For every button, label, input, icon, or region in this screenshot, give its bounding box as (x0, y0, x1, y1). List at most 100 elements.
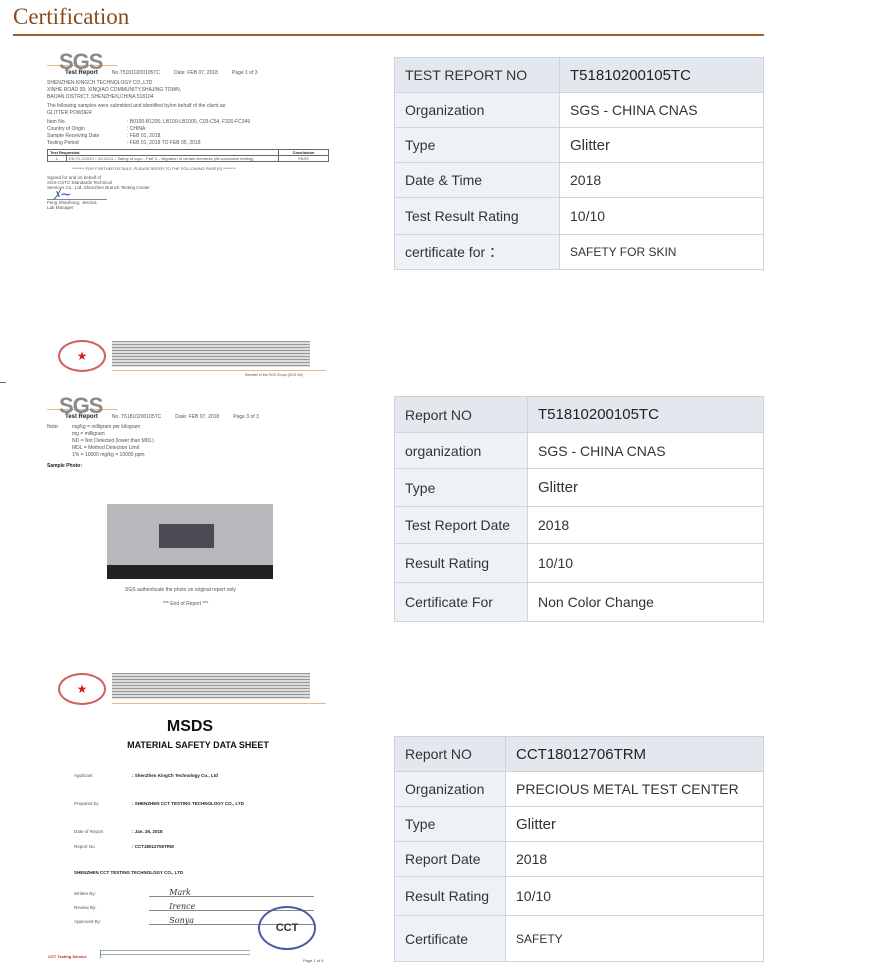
doc-no: No. T51810200105TC (111, 414, 162, 420)
doc-no: No.T51810200105TC (111, 70, 160, 76)
spec-value: 10/10 (559, 197, 764, 235)
red-star-seal-icon: ★ (58, 340, 106, 372)
msds-page-1: Applicant : ShenZhen KingCh Technology Co… (74, 772, 314, 925)
spec-table-2: Report NO T51810200105TC organization SGS … (394, 396, 764, 622)
sig-label: Written By: (74, 891, 96, 896)
spec-table-1: TEST REPORT NO T51810200105TC Organizatio… (394, 57, 764, 270)
doc-page: Page 3 of 3 (233, 414, 259, 420)
spec-key: certificate for ： (394, 234, 560, 270)
spec-key: TEST REPORT NO (394, 57, 560, 93)
field-label: Date of Report (74, 829, 104, 834)
spec-key: Result Rating (394, 543, 528, 583)
signed: Signed for and on behalf of (47, 175, 102, 180)
divider (0, 382, 6, 383)
field-label: Prepared by (74, 801, 99, 806)
td: 1. (55, 156, 59, 161)
sample-photo (107, 504, 273, 579)
field-value: : CHINA (127, 126, 146, 132)
spec-value: Glitter (527, 468, 764, 507)
field-value: : FEB 01, 2018 (127, 133, 161, 139)
page-title: Certification (13, 4, 130, 29)
client-line: SHENZHEN KINGCH TECHNOLOGY CO.,LTD (47, 80, 153, 86)
spec-value: Glitter (505, 806, 764, 842)
red-star-seal-icon: ★ (58, 673, 106, 705)
field-value: : Jan. 26, 2018 (132, 829, 163, 834)
spec-value: SGS - CHINA CNAS (527, 432, 764, 469)
spec-key: Result Rating (394, 876, 506, 916)
further: ******** FOR FURTHER DETAILS, PLEASE REF… (72, 166, 236, 171)
field-value: : ShenZhen KingCh Technology Co., Ltd (132, 773, 218, 778)
doc-date: Date: FEB 07, 2018 (175, 414, 220, 420)
spec-key: Type (394, 127, 560, 163)
signature: Irence (149, 903, 314, 911)
note: ND = Not Detected (lower than MDL) (72, 438, 154, 444)
cct-seal-icon: CCT (258, 906, 316, 950)
field-value: : B0100-B1200, LB100-LB1000, C03-C54, F3… (127, 119, 251, 125)
field-value: : SHENZHEN CCT TESTING TECHNOLOGY CO., L… (132, 801, 244, 806)
field-label: Applicant (74, 773, 93, 778)
th: Test Requested (50, 150, 80, 155)
field-label: Report No. (74, 844, 96, 849)
spec-value: T51810200105TC (559, 57, 764, 93)
sgs-logo: SGS (47, 51, 117, 73)
spec-value: Glitter (559, 127, 764, 163)
field-value: : CCT18012706TRM (132, 844, 174, 849)
letterhead-line (112, 370, 326, 371)
spec-key: Organization (394, 771, 506, 807)
spec-key: Type (394, 806, 506, 842)
spec-key: organization (394, 432, 528, 469)
spec-value: Non Color Change (527, 582, 764, 622)
letterhead-line (112, 703, 326, 704)
company: SHENZHEN CCT TESTING TECHNOLOGY CO., LTD (74, 870, 184, 875)
note: MDL = Method Detection Limit (72, 445, 140, 451)
member-note: Member of the SGS Group (SGS SA) (245, 373, 303, 377)
signed: Services Co., Ltd. Shenzhen Branch Testi… (47, 185, 150, 190)
th: Conclusion (278, 150, 328, 155)
letterhead-fine-print (112, 341, 310, 367)
sig-label: Review By: (74, 905, 97, 910)
intro: The following samples were submitted and… (47, 103, 227, 109)
spec-key: Certificate For (394, 582, 528, 622)
spec-key: Test Report Date (394, 506, 528, 544)
footer-fine-print (100, 950, 250, 958)
client-line: XINHE ROAD 39, XINQIAO COMMUNITY,SHAJING… (47, 87, 182, 93)
doc-date: Date: FEB 07, 2018 (174, 70, 218, 76)
field-label: Country of Origin (47, 126, 85, 132)
doc-heading: Test Report (65, 414, 98, 420)
field-label: Testing Period (47, 140, 79, 146)
signature: ﾒ~ (53, 187, 72, 203)
signer: Feng Shaohong, Jessica (47, 200, 97, 205)
spec-value: PRECIOUS METAL TEST CENTER (505, 771, 764, 807)
sgs-logo: SGS (47, 395, 117, 417)
spec-value: SAFETY FOR SKIN (559, 234, 764, 270)
client-line: BAOAN DISTRICT, SHENZHEN,CHINA 518104 (47, 94, 154, 100)
spec-key: Type (394, 468, 528, 507)
spec-key: Report Date (394, 841, 506, 877)
sgs-test-report-page-1: SGS Test Report No.T51810200105TC Date: FE… (47, 51, 329, 210)
spec-value: T51810200105TC (527, 396, 764, 433)
spec-key: Test Result Rating (394, 197, 560, 235)
spec-value: CCT18012706TRM (505, 736, 764, 772)
sig-label: Approved By: (74, 919, 102, 924)
end-of-report: *** End of Report *** (163, 601, 209, 607)
note: 1% = 10000 mg/kg = 10000 ppm (72, 452, 145, 458)
msds-title: MSDS (166, 718, 214, 735)
spec-value: 10/10 (505, 876, 764, 916)
letterhead-fine-print (112, 673, 310, 699)
spec-value: SGS - CHINA CNAS (559, 92, 764, 128)
footer-brand: CCT Testing Service (48, 954, 87, 959)
spec-key: Date & Time (394, 162, 560, 198)
spec-key: Report NO (394, 396, 528, 433)
doc-heading: Test Report (65, 70, 98, 76)
signature: Mark (149, 889, 314, 897)
spec-value: SAFETY (505, 915, 764, 962)
spec-key: Report NO (394, 736, 506, 772)
spec-value: 2018 (527, 506, 764, 544)
signature: Sonya (149, 917, 314, 925)
doc-page: Page 1 of 3 (231, 70, 258, 76)
field-label: Item No. (47, 119, 66, 125)
spec-key: Organization (394, 92, 560, 128)
note: mg/kg = milligram per kilogram (72, 424, 141, 430)
spec-key: Certificate (394, 915, 506, 962)
td: PASS (278, 156, 328, 161)
